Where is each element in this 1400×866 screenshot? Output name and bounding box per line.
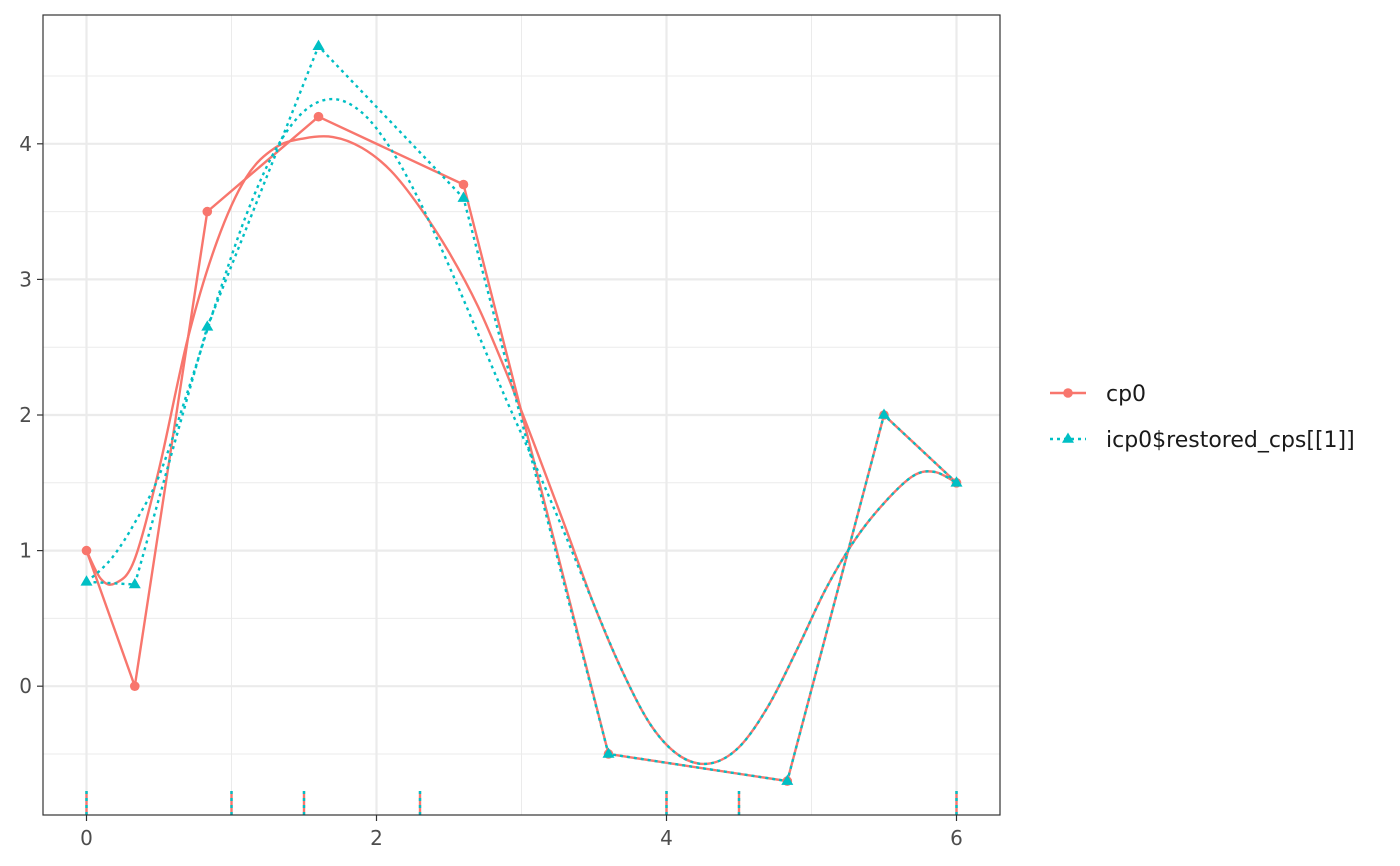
legend-label-icp0: icp0$restored_cps[[1]] xyxy=(1106,428,1355,453)
axis-ticks xyxy=(37,143,958,821)
x-tick-label: 0 xyxy=(80,826,93,850)
x-tick-label: 6 xyxy=(950,826,963,850)
point-icp0 xyxy=(201,320,214,331)
point-icp0 xyxy=(312,39,325,50)
legend-key-marker-icp0 xyxy=(1062,432,1074,443)
y-tick-label: 1 xyxy=(19,539,32,563)
legend-item-icp0: icp0$restored_cps[[1]] xyxy=(1050,428,1355,453)
spline-curve-cp0 xyxy=(85,135,958,766)
point-icp0 xyxy=(128,577,141,589)
grid-major xyxy=(43,15,1000,815)
x-tick-label: 2 xyxy=(370,826,383,850)
series-icp0 xyxy=(80,39,963,785)
point-icp0 xyxy=(80,575,93,586)
series-layer xyxy=(80,39,963,786)
legend-item-cp0: cp0 xyxy=(1050,382,1146,407)
point-icp0 xyxy=(457,191,470,202)
point-cp0 xyxy=(129,681,140,691)
legend: cp0 icp0$restored_cps[[1]] xyxy=(1050,382,1355,453)
point-icp0 xyxy=(781,774,794,785)
point-cp0 xyxy=(458,179,469,190)
point-cp0 xyxy=(81,545,92,556)
rug-marks xyxy=(85,791,958,815)
legend-key-marker-cp0 xyxy=(1063,388,1073,398)
spline-curve-icp0 xyxy=(85,97,958,766)
point-icp0 xyxy=(950,476,963,487)
y-tick-label: 2 xyxy=(19,403,32,427)
y-tick-label: 0 xyxy=(19,674,32,698)
x-tick-label: 4 xyxy=(660,826,673,850)
legend-label-cp0: cp0 xyxy=(1106,382,1146,407)
y-tick-label: 4 xyxy=(19,132,32,156)
point-icp0 xyxy=(602,747,615,758)
y-tick-label: 3 xyxy=(19,267,32,291)
axis-labels: 0 2 4 6 0 1 2 3 4 xyxy=(19,132,963,850)
point-cp0 xyxy=(202,206,213,217)
point-icp0 xyxy=(878,408,890,419)
point-cp0 xyxy=(313,111,324,122)
